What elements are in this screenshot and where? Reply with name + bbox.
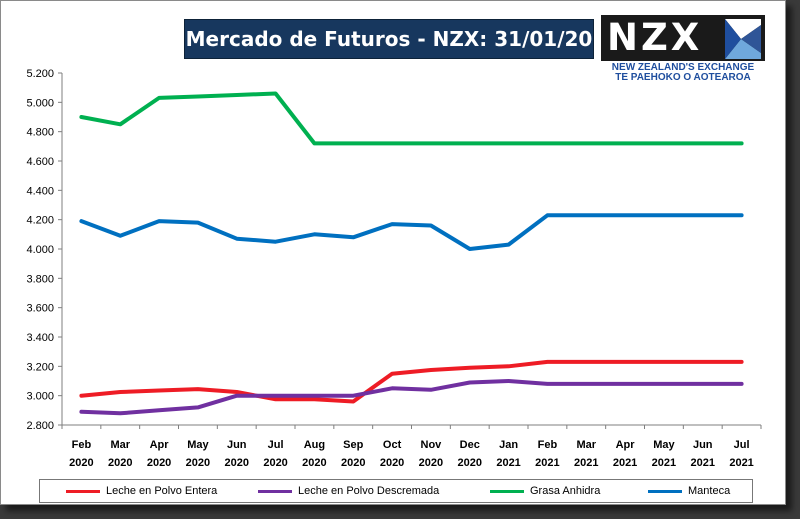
legend: Leche en Polvo Entera Leche en Polvo Desc… [39,479,753,503]
x-tick-label-month: Apr [150,439,170,451]
x-tick-label-month: Jul [268,439,284,451]
x-tick-label-year: 2021 [729,457,753,469]
x-tick-label-year: 2021 [535,457,559,469]
x-tick-label-year: 2020 [341,457,365,469]
x-tick-label-year: 2021 [691,457,715,469]
legend-item: Grasa Anhidra [490,480,600,502]
y-tick-label: 3.000 [26,391,54,403]
y-tick-label: 4.400 [26,185,54,197]
x-tick-label-month: Apr [616,439,636,451]
x-tick-label-month: Feb [72,439,92,451]
legend-item: Manteca [648,480,730,502]
x-tick-label-month: Mar [576,439,596,451]
x-tick-label-year: 2020 [108,457,132,469]
x-tick-label-year: 2020 [263,457,287,469]
legend-label: Grasa Anhidra [530,485,601,497]
y-tick-label: 4.600 [26,156,54,168]
x-tick-label-month: May [653,439,675,451]
series-line-3 [79,213,744,251]
y-tick-label: 3.200 [26,361,54,373]
x-tick-label-month: Aug [304,439,325,451]
legend-label: Leche en Polvo Descremada [298,485,440,497]
nzx-tagline-english: NEW ZEALAND'S EXCHANGE [611,62,755,73]
y-tick-label: 4.000 [26,244,54,256]
x-tick-label-year: 2021 [613,457,637,469]
chart-title: Mercado de Futuros - NZX: 31/01/20 [184,19,594,59]
y-tick-label: 3.600 [26,303,54,315]
x-tick-label-year: 2020 [380,457,404,469]
x-tick-label-year: 2021 [496,457,520,469]
nzx-logo-letters: NZX [607,16,703,59]
x-tick-label-year: 2020 [302,457,326,469]
chart-frame: Mercado de Futuros - NZX: 31/01/20 NZX N… [0,0,786,505]
y-tick-label: 2.800 [26,420,54,432]
x-tick-label-year: 2020 [69,457,93,469]
x-tick-label-month: Jan [499,439,518,451]
x-tick-label-month: Feb [538,439,558,451]
legend-swatch [490,489,524,493]
x-tick-label-year: 2020 [458,457,482,469]
x-tick-label-month: May [187,439,209,451]
legend-swatch [258,489,292,493]
y-tick-label: 3.800 [26,273,54,285]
x-tick-label-month: Sep [343,439,363,451]
legend-item: Leche en Polvo Entera [66,480,217,502]
x-tick-label-month: Nov [421,439,443,451]
x-tick-label-year: 2020 [419,457,443,469]
x-tick-label-month: Jun [227,439,247,451]
x-tick-label-year: 2021 [574,457,598,469]
legend-item: Leche en Polvo Descremada [258,480,439,502]
nzx-tagline-maori: TE PAEHOKO O AOTEAROA [615,72,751,83]
nzx-cross-icon [723,19,761,59]
x-tick-label-month: Jul [734,439,750,451]
x-tick-label-year: 2021 [652,457,676,469]
legend-swatch [648,489,682,493]
x-tick-label-month: Jun [693,439,713,451]
y-tick-label: 3.400 [26,332,54,344]
x-tick-label-month: Oct [383,439,402,451]
legend-label: Leche en Polvo Entera [106,485,218,497]
legend-label: Manteca [688,485,731,497]
legend-swatch [66,489,100,493]
series-line-2 [79,91,744,146]
y-tick-label: 5.200 [26,68,54,80]
x-tick-label-month: Dec [460,439,480,451]
x-tick-label-year: 2020 [225,457,249,469]
series-line-0 [79,359,744,404]
line-chart: 2.800 3.000 3.200 3.400 3.600 3.800 4.000 4.200… [26,68,762,469]
y-tick-label: 4.200 [26,215,54,227]
x-tick-label-year: 2020 [186,457,210,469]
x-tick-label-year: 2020 [147,457,171,469]
x-tick-label-month: Mar [110,439,130,451]
series-line-1 [79,379,744,416]
nzx-logo: NZX NEW ZEALAND'S EXCHANGE TE PAEHOKO O … [601,15,765,83]
y-tick-label: 4.800 [26,127,54,139]
nzx-logo-mark: NZX [601,15,765,61]
y-tick-label: 5.000 [26,97,54,109]
